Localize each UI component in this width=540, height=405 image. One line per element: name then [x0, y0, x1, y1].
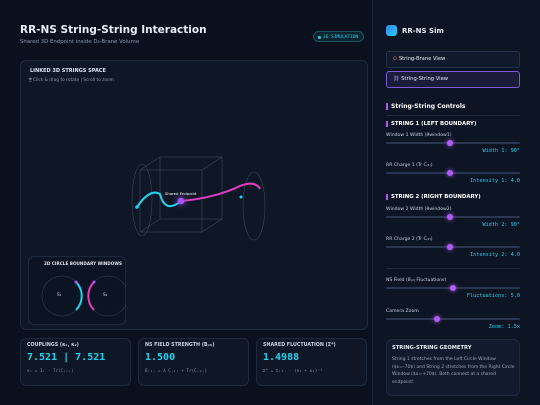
circle-1-label: S₁ — [57, 293, 62, 298]
metric-card — [256, 338, 367, 386]
brand: RR-NS Sim — [402, 27, 444, 35]
control-readout: Intensity 1: 4.0 — [470, 178, 520, 184]
metric-formula: κᵢ = Iᵢ · Tr(C₍ᵢ₎) — [27, 369, 74, 374]
metric-value: 1.500 — [145, 352, 176, 363]
string-2-end — [239, 195, 243, 199]
slider-track[interactable] — [386, 142, 520, 144]
app-subtitle: Shared 3D Endpoint inside D₃-Brane Volum… — [20, 39, 140, 45]
geometry-box — [386, 339, 520, 396]
metric-value: 1.4988 — [263, 352, 300, 363]
control-readout: Width 2: 90° — [482, 222, 520, 228]
control-readout: Fluctuations: 5.0 — [466, 293, 520, 299]
slider-thumb[interactable] — [447, 140, 453, 146]
inset-panel — [28, 256, 126, 325]
icon: ⛓ — [393, 76, 400, 82]
brand-icon — [386, 25, 397, 36]
icon: ⭘ — [393, 56, 398, 62]
geometry-title: STRING-STRING GEOMETRY — [392, 345, 472, 351]
right-window — [242, 171, 266, 241]
view-label: String-String View — [401, 76, 449, 82]
slider-thumb[interactable] — [447, 170, 453, 176]
controls-title: String-String Controls — [386, 103, 466, 110]
app-title: RR-NS String-String Interaction — [20, 24, 207, 36]
control-label: Window 1 Width (θwindow1) — [386, 133, 452, 138]
slider-thumb[interactable] — [447, 244, 453, 250]
metric-title: COUPLINGS (κ₁, κ₂) — [27, 343, 79, 348]
string-1 — [136, 191, 182, 208]
inset-diagram — [41, 275, 126, 317]
control-readout: Width 1: 90° — [482, 148, 520, 154]
circle-2-label: S₂ — [103, 293, 108, 298]
control-label: NS Field (B₍₂₎ Fluctuations) — [386, 278, 447, 283]
inset-title: 2D CIRCLE BOUNDARY WINDOWS — [44, 261, 122, 266]
control-label: Camera Zoom — [386, 309, 419, 314]
string-1-end — [135, 205, 139, 209]
metric-formula: Σ* = Σ₍₁₎ · (κ₁ + κ₂)⁻¹ — [263, 369, 323, 374]
divider — [386, 115, 520, 116]
slider-thumb[interactable] — [450, 285, 456, 291]
slider-thumb[interactable] — [447, 214, 453, 220]
metric-card — [138, 338, 249, 386]
slider-track[interactable] — [386, 172, 520, 174]
metric-value: 7.521 | 7.521 — [27, 352, 106, 363]
control-readout: Intensity 2: 4.0 — [470, 252, 520, 258]
brane-cube — [139, 156, 223, 233]
view-button[interactable]: ⭘ String-Brane View — [386, 51, 520, 68]
hint-text: Click & drag to rotate | Scroll to zoom — [32, 78, 114, 83]
geometry-text: String 1 stretches from the Left Circle … — [392, 357, 515, 385]
group-title: STRING 1 (LEFT BOUNDARY) — [386, 121, 476, 127]
arc-end — [92, 280, 96, 284]
group-title: STRING 2 (RIGHT BOUNDARY) — [386, 194, 481, 200]
control-label: Window 2 Width (θwindow2) — [386, 207, 452, 212]
slider-track[interactable] — [386, 216, 520, 218]
slider-track[interactable] — [386, 318, 520, 320]
window-arc-1 — [75, 281, 83, 311]
endpoint-label: Shared Endpoint — [165, 191, 197, 196]
left-window — [131, 163, 153, 237]
view-button-active[interactable]: ⛓ String-String View — [386, 71, 520, 88]
control-label: RR Charge 1 (Tr C₍₁₎) — [386, 163, 433, 168]
string-2 — [180, 182, 261, 202]
metric-title: NS FIELD STRENGTH (B₍₂₎) — [145, 343, 215, 348]
arc-end — [74, 280, 78, 284]
shared-endpoint — [177, 197, 185, 205]
badge-dot — [318, 36, 321, 39]
slider-track[interactable] — [386, 246, 520, 248]
metric-title: SHARED FLUCTUATION (Σ*) — [263, 343, 336, 348]
divider — [386, 268, 520, 269]
control-label: RR Charge 2 (Tr C₍₂₎) — [386, 237, 433, 242]
slider-thumb[interactable] — [434, 316, 440, 322]
badge-text: 3D SIMULATION — [323, 35, 359, 40]
viewport-title: LINKED 3D STRINGS SPACE — [30, 68, 106, 74]
metric-formula: B₍₂₎ = λ C₍₁₎ + Tr(C₍₂₎) — [145, 369, 208, 374]
view-label: String-Brane View — [398, 56, 446, 62]
badge: 3D SIMULATION — [313, 31, 365, 42]
control-readout: Zoom: 1.5x — [488, 324, 520, 330]
metric-card — [20, 338, 131, 386]
viewport-hint: 🖱 Click & drag to rotate | Scroll to zoo… — [29, 78, 114, 83]
window-arc-2 — [87, 281, 95, 311]
